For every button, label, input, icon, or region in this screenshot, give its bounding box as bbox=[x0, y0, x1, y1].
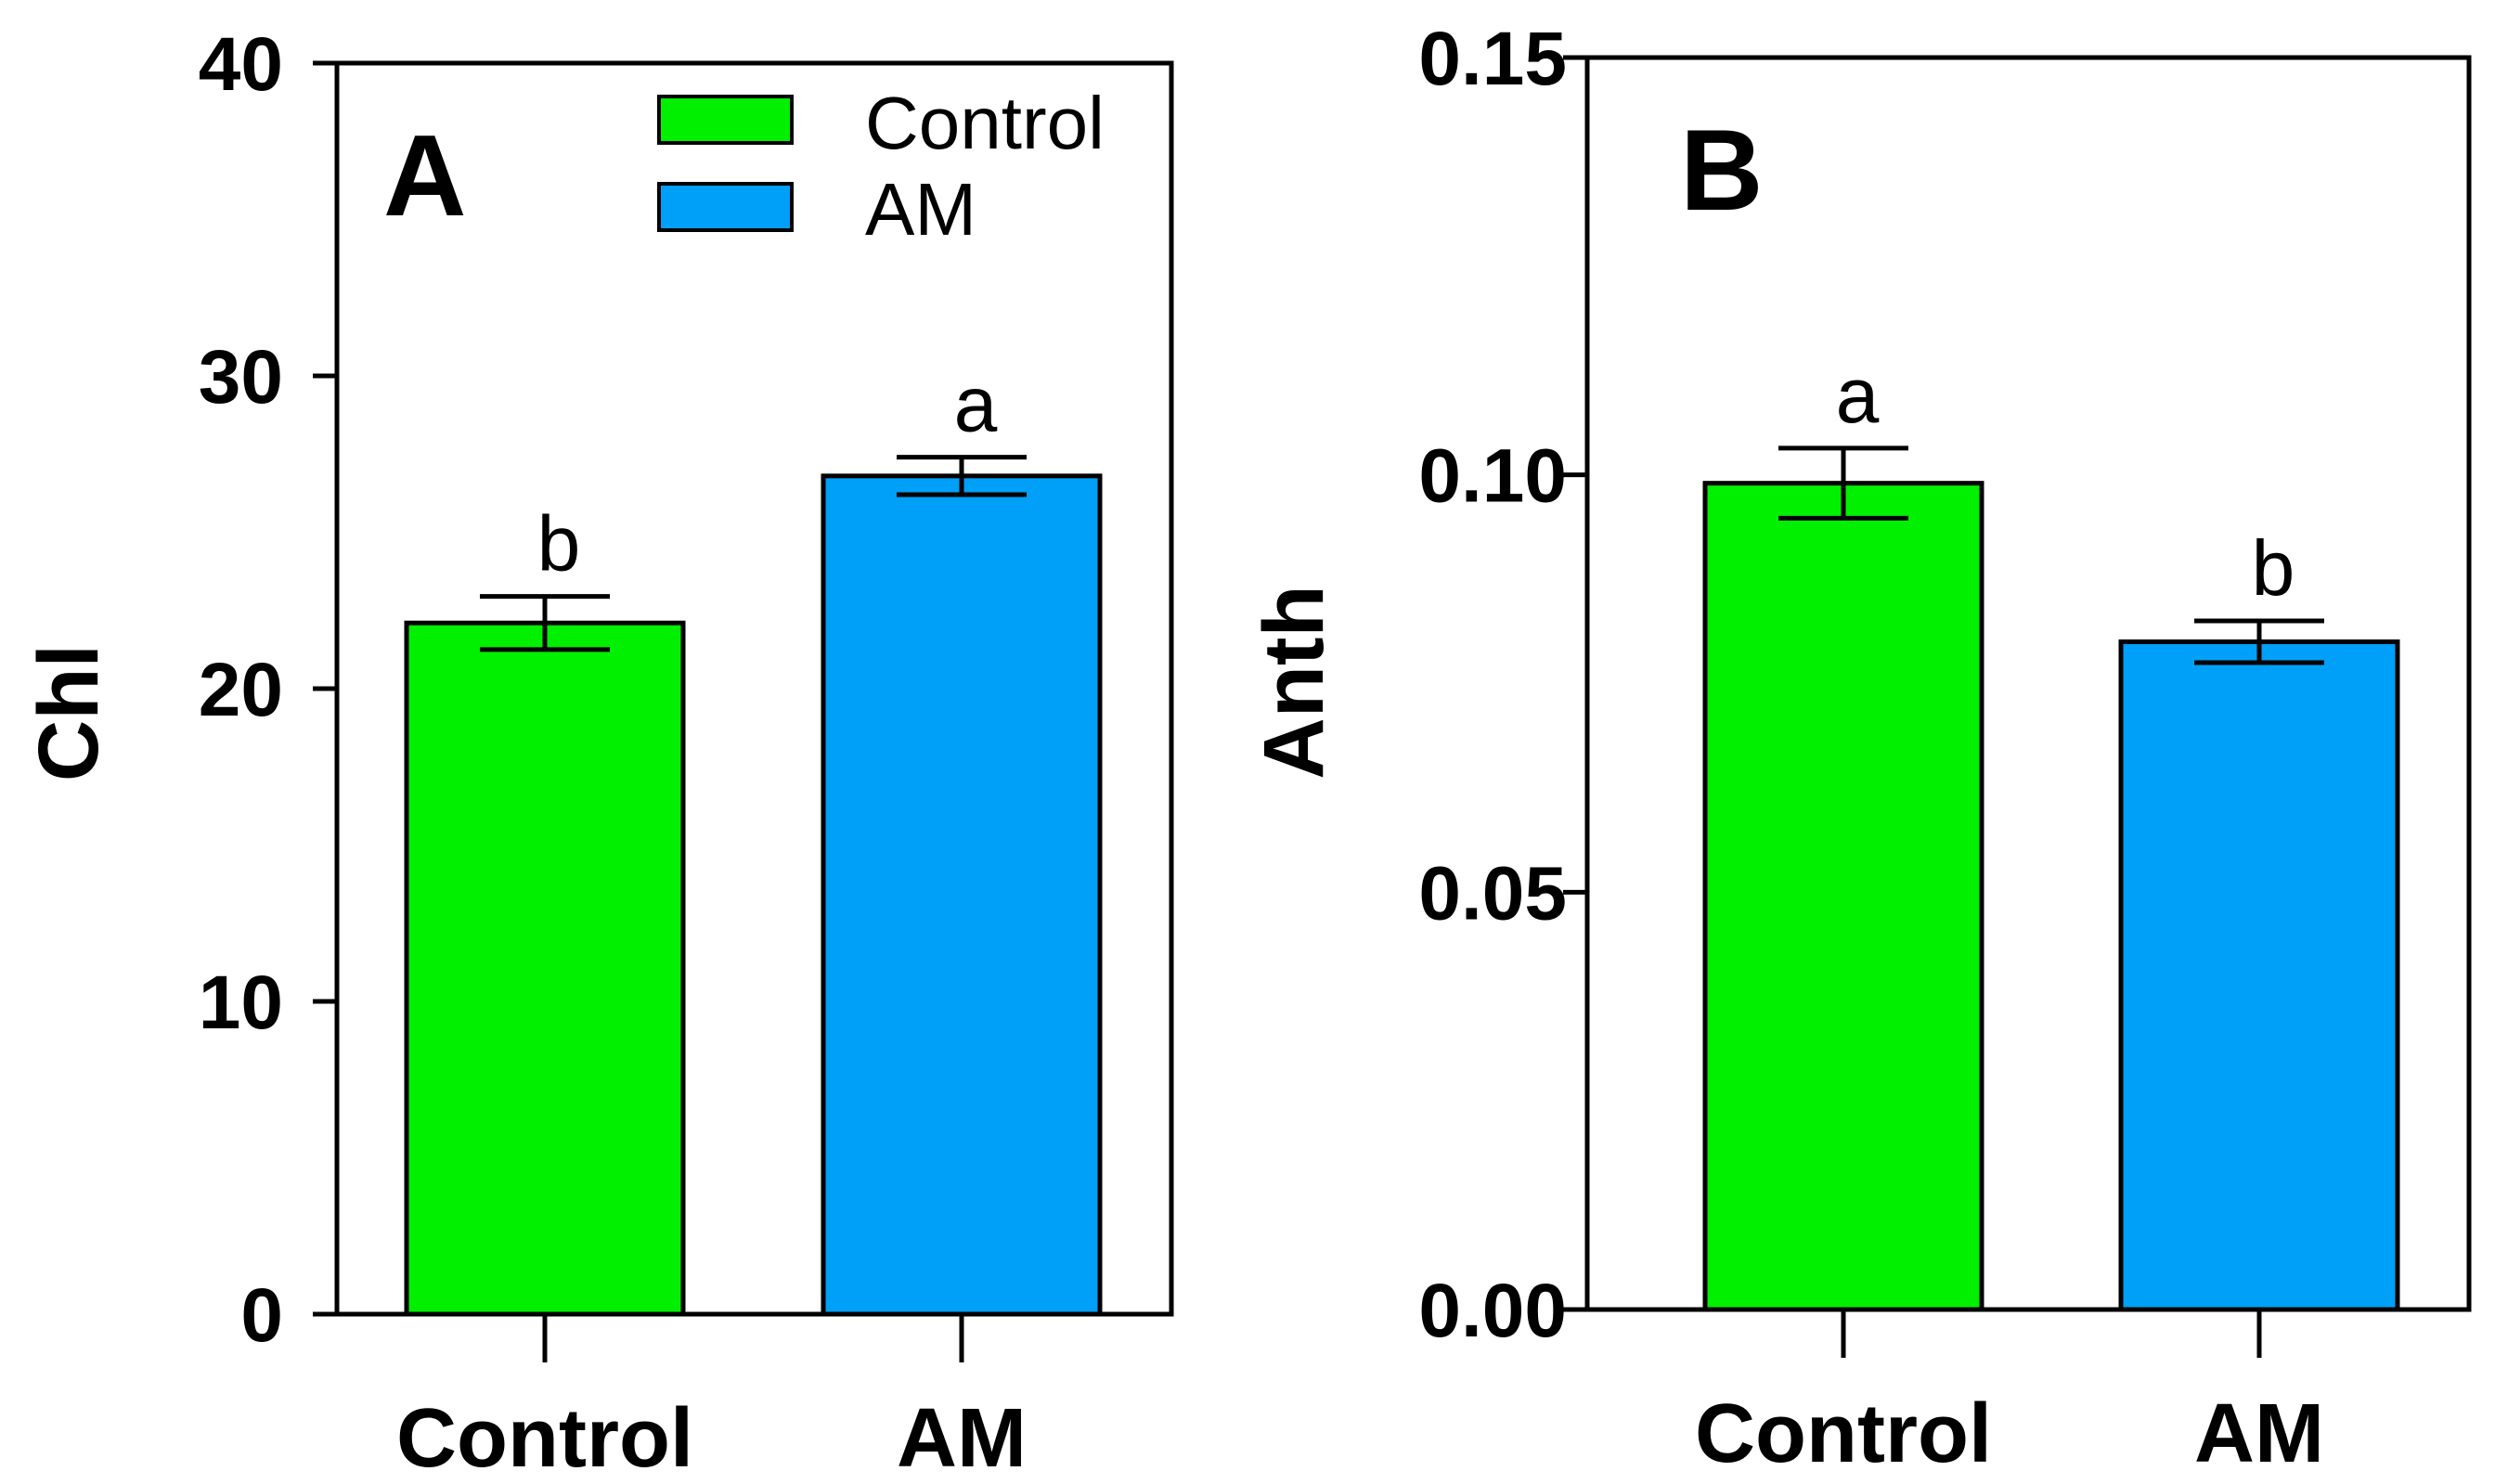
legend-label-control: Control bbox=[865, 82, 1105, 164]
y-tick-label: 30 bbox=[199, 335, 283, 419]
bar-control bbox=[404, 620, 686, 1317]
y-axis-title: Anth bbox=[1247, 585, 1341, 779]
y-axis-title: Chl bbox=[21, 644, 116, 781]
y-tick-label: 40 bbox=[199, 22, 283, 107]
bar-control bbox=[1702, 481, 1984, 1312]
x-tick-label: Control bbox=[396, 1392, 693, 1484]
legend-swatch-control bbox=[657, 95, 794, 145]
panel-b-chart: 0.00 0.05 0.10 0.15 Anth Ba Control b AM bbox=[1247, 17, 2472, 1480]
significance-letter: b bbox=[537, 500, 581, 587]
plot-frame bbox=[1584, 55, 2472, 1312]
bar-am bbox=[821, 473, 1103, 1317]
x-tick-label: Control bbox=[1695, 1387, 1992, 1480]
x-tick-label: AM bbox=[2194, 1387, 2324, 1480]
panel-letter: B bbox=[1680, 107, 1764, 235]
y-tick-label: 0.00 bbox=[1418, 1269, 1567, 1353]
legend-label-am: AM bbox=[865, 168, 976, 251]
y-tick-label: 10 bbox=[199, 961, 283, 1045]
y-tick-label: 0 bbox=[240, 1273, 283, 1358]
y-tick-label: 20 bbox=[199, 648, 283, 732]
significance-letter: a bbox=[1836, 352, 1880, 439]
x-tick-label: AM bbox=[897, 1392, 1027, 1484]
y-tick-label: 0.10 bbox=[1418, 434, 1567, 519]
significance-letter: a bbox=[954, 361, 998, 448]
panel-a-chart: 0 10 20 30 40 Chl Ab Control a AM bbox=[21, 22, 1174, 1484]
panel-letter: A bbox=[383, 112, 467, 240]
legend-swatch-am bbox=[657, 182, 794, 232]
y-tick-label: 0.05 bbox=[1418, 851, 1567, 936]
y-tick-label: 0.15 bbox=[1418, 17, 1567, 101]
bar-am bbox=[2118, 639, 2400, 1312]
significance-letter: b bbox=[2252, 524, 2295, 612]
